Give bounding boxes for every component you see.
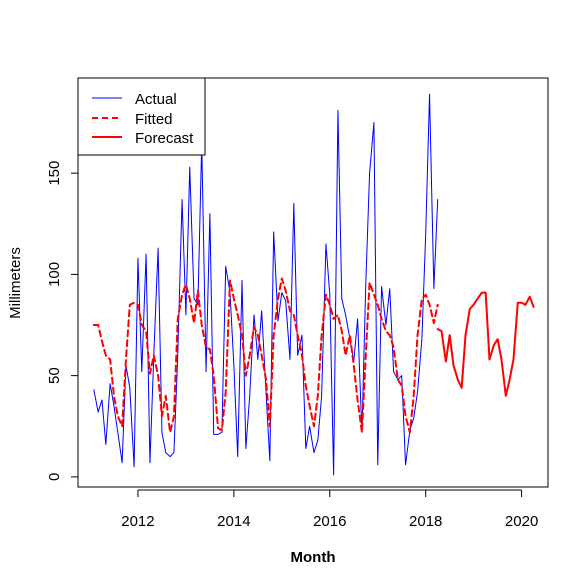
- y-axis-label: Millimeters: [7, 247, 24, 319]
- series-line-actual: [93, 93, 439, 476]
- y-tick-label: 100: [46, 262, 63, 287]
- x-tick-label: 2012: [121, 513, 154, 530]
- x-tick-label: 2020: [505, 513, 538, 530]
- legend-label-actual: Actual: [135, 91, 177, 108]
- y-tick-label: 0: [46, 473, 63, 481]
- series-line-fitted: [92, 277, 439, 434]
- y-tick-label: 150: [46, 161, 63, 186]
- x-tick-label: 2016: [313, 513, 346, 530]
- x-tick-label: 2018: [409, 513, 442, 530]
- series-layer: [92, 93, 535, 476]
- x-axis-label: Month: [291, 549, 336, 566]
- x-axis: 2012 2014 2016 2018 2020: [121, 489, 538, 530]
- legend-label-fitted: Fitted: [135, 111, 173, 128]
- y-axis: 0 50 100 150: [46, 161, 79, 481]
- x-tick-label: 2014: [217, 513, 250, 530]
- legend-box: [77, 77, 206, 156]
- y-tick-label: 50: [46, 367, 63, 384]
- legend-label-forecast: Forecast: [135, 130, 194, 147]
- series-line-forecast: [436, 291, 535, 397]
- legend: Actual Fitted Forecast: [77, 77, 206, 156]
